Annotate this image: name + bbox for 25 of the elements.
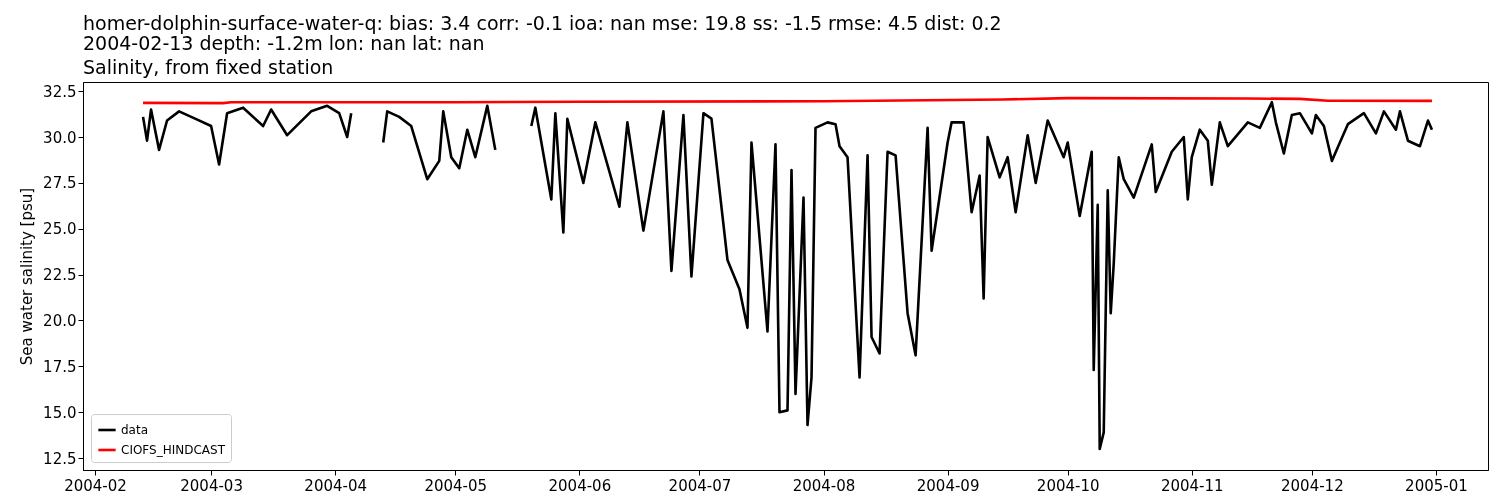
x-tick-label: 2004-10 [1036, 476, 1100, 495]
y-tick-label: 22.5 [43, 266, 77, 285]
x-tick-label: 2004-09 [916, 476, 980, 495]
x-tick-label: 2004-07 [668, 476, 732, 495]
x-tick-label: 2004-12 [1281, 476, 1344, 495]
legend-label: CIOFS_HINDCAST [121, 443, 226, 457]
x-tick-label: 2004-04 [304, 476, 368, 495]
y-tick-label: 15.0 [43, 403, 77, 422]
y-tick-label: 12.5 [43, 449, 77, 468]
x-tick-label: 2004-02 [64, 476, 127, 495]
y-tick-label: 27.5 [43, 174, 77, 193]
y-tick-label: 20.0 [43, 311, 77, 330]
y-axis-title: Sea water salinity [psu] [18, 187, 37, 366]
legend-label: data [121, 423, 149, 437]
x-tick-label: 2004-03 [180, 476, 243, 495]
x-tick-label: 2004-05 [424, 476, 488, 495]
x-tick-label: 2005-01 [1405, 476, 1468, 495]
chart-title: homer-dolphin-surface-water-q: bias: 3.4 corr: -0.1 ioa: nan mse: 19.8 ss: -1.5 rmse: 4.5 dist: 0.2 [83, 12, 1002, 34]
x-tick-label: 2004-08 [792, 476, 856, 495]
y-tick-label: 25.0 [43, 220, 77, 239]
y-tick-label: 17.5 [43, 357, 77, 376]
x-tick-label: 2004-06 [548, 476, 612, 495]
x-tick-label: 2004-11 [1160, 476, 1224, 495]
y-tick-label: 30.0 [43, 128, 77, 147]
y-tick-label: 32.5 [43, 82, 77, 101]
